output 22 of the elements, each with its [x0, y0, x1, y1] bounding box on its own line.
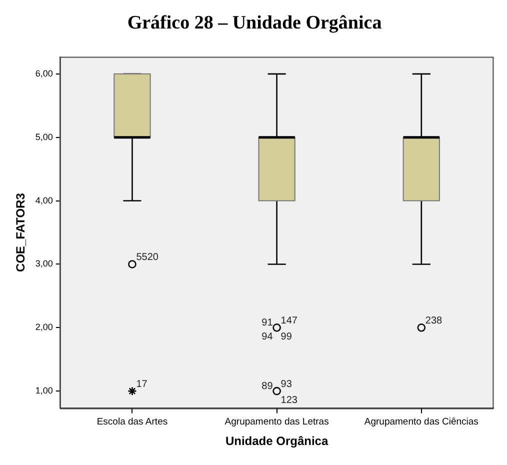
y-tick-label: 4,00: [35, 195, 53, 206]
annotation: 91: [262, 317, 274, 328]
annotation: 17: [136, 378, 148, 390]
x-tick-label: Agrupamento das Letras: [224, 416, 330, 428]
x-tick-label: Agrupamento das Ciências: [364, 416, 479, 428]
chart-title: Gráfico 28 – Unidade Orgânica: [127, 12, 382, 34]
annotation: 99: [280, 331, 292, 342]
annotation: 5520: [136, 252, 159, 263]
y-axis-title: COE_FATOR3: [14, 192, 28, 272]
annotation: 123: [280, 394, 298, 406]
x-axis-title: Unidade Orgânica: [225, 434, 328, 448]
y-tick-label: 1,00: [35, 386, 53, 396]
annotation: 94: [262, 331, 274, 342]
y-tick-label: 6,00: [35, 68, 53, 78]
annotation: 238: [425, 315, 443, 326]
y-tick-label: 3,00: [35, 258, 53, 269]
annotation: 89: [262, 380, 274, 392]
y-tick-label: 2,00: [35, 322, 53, 332]
y-tick-label: 5,00: [35, 132, 53, 142]
annotation: 147: [280, 315, 298, 326]
x-tick-label: Escola das Artes: [96, 416, 168, 428]
annotation: 93: [280, 378, 292, 390]
